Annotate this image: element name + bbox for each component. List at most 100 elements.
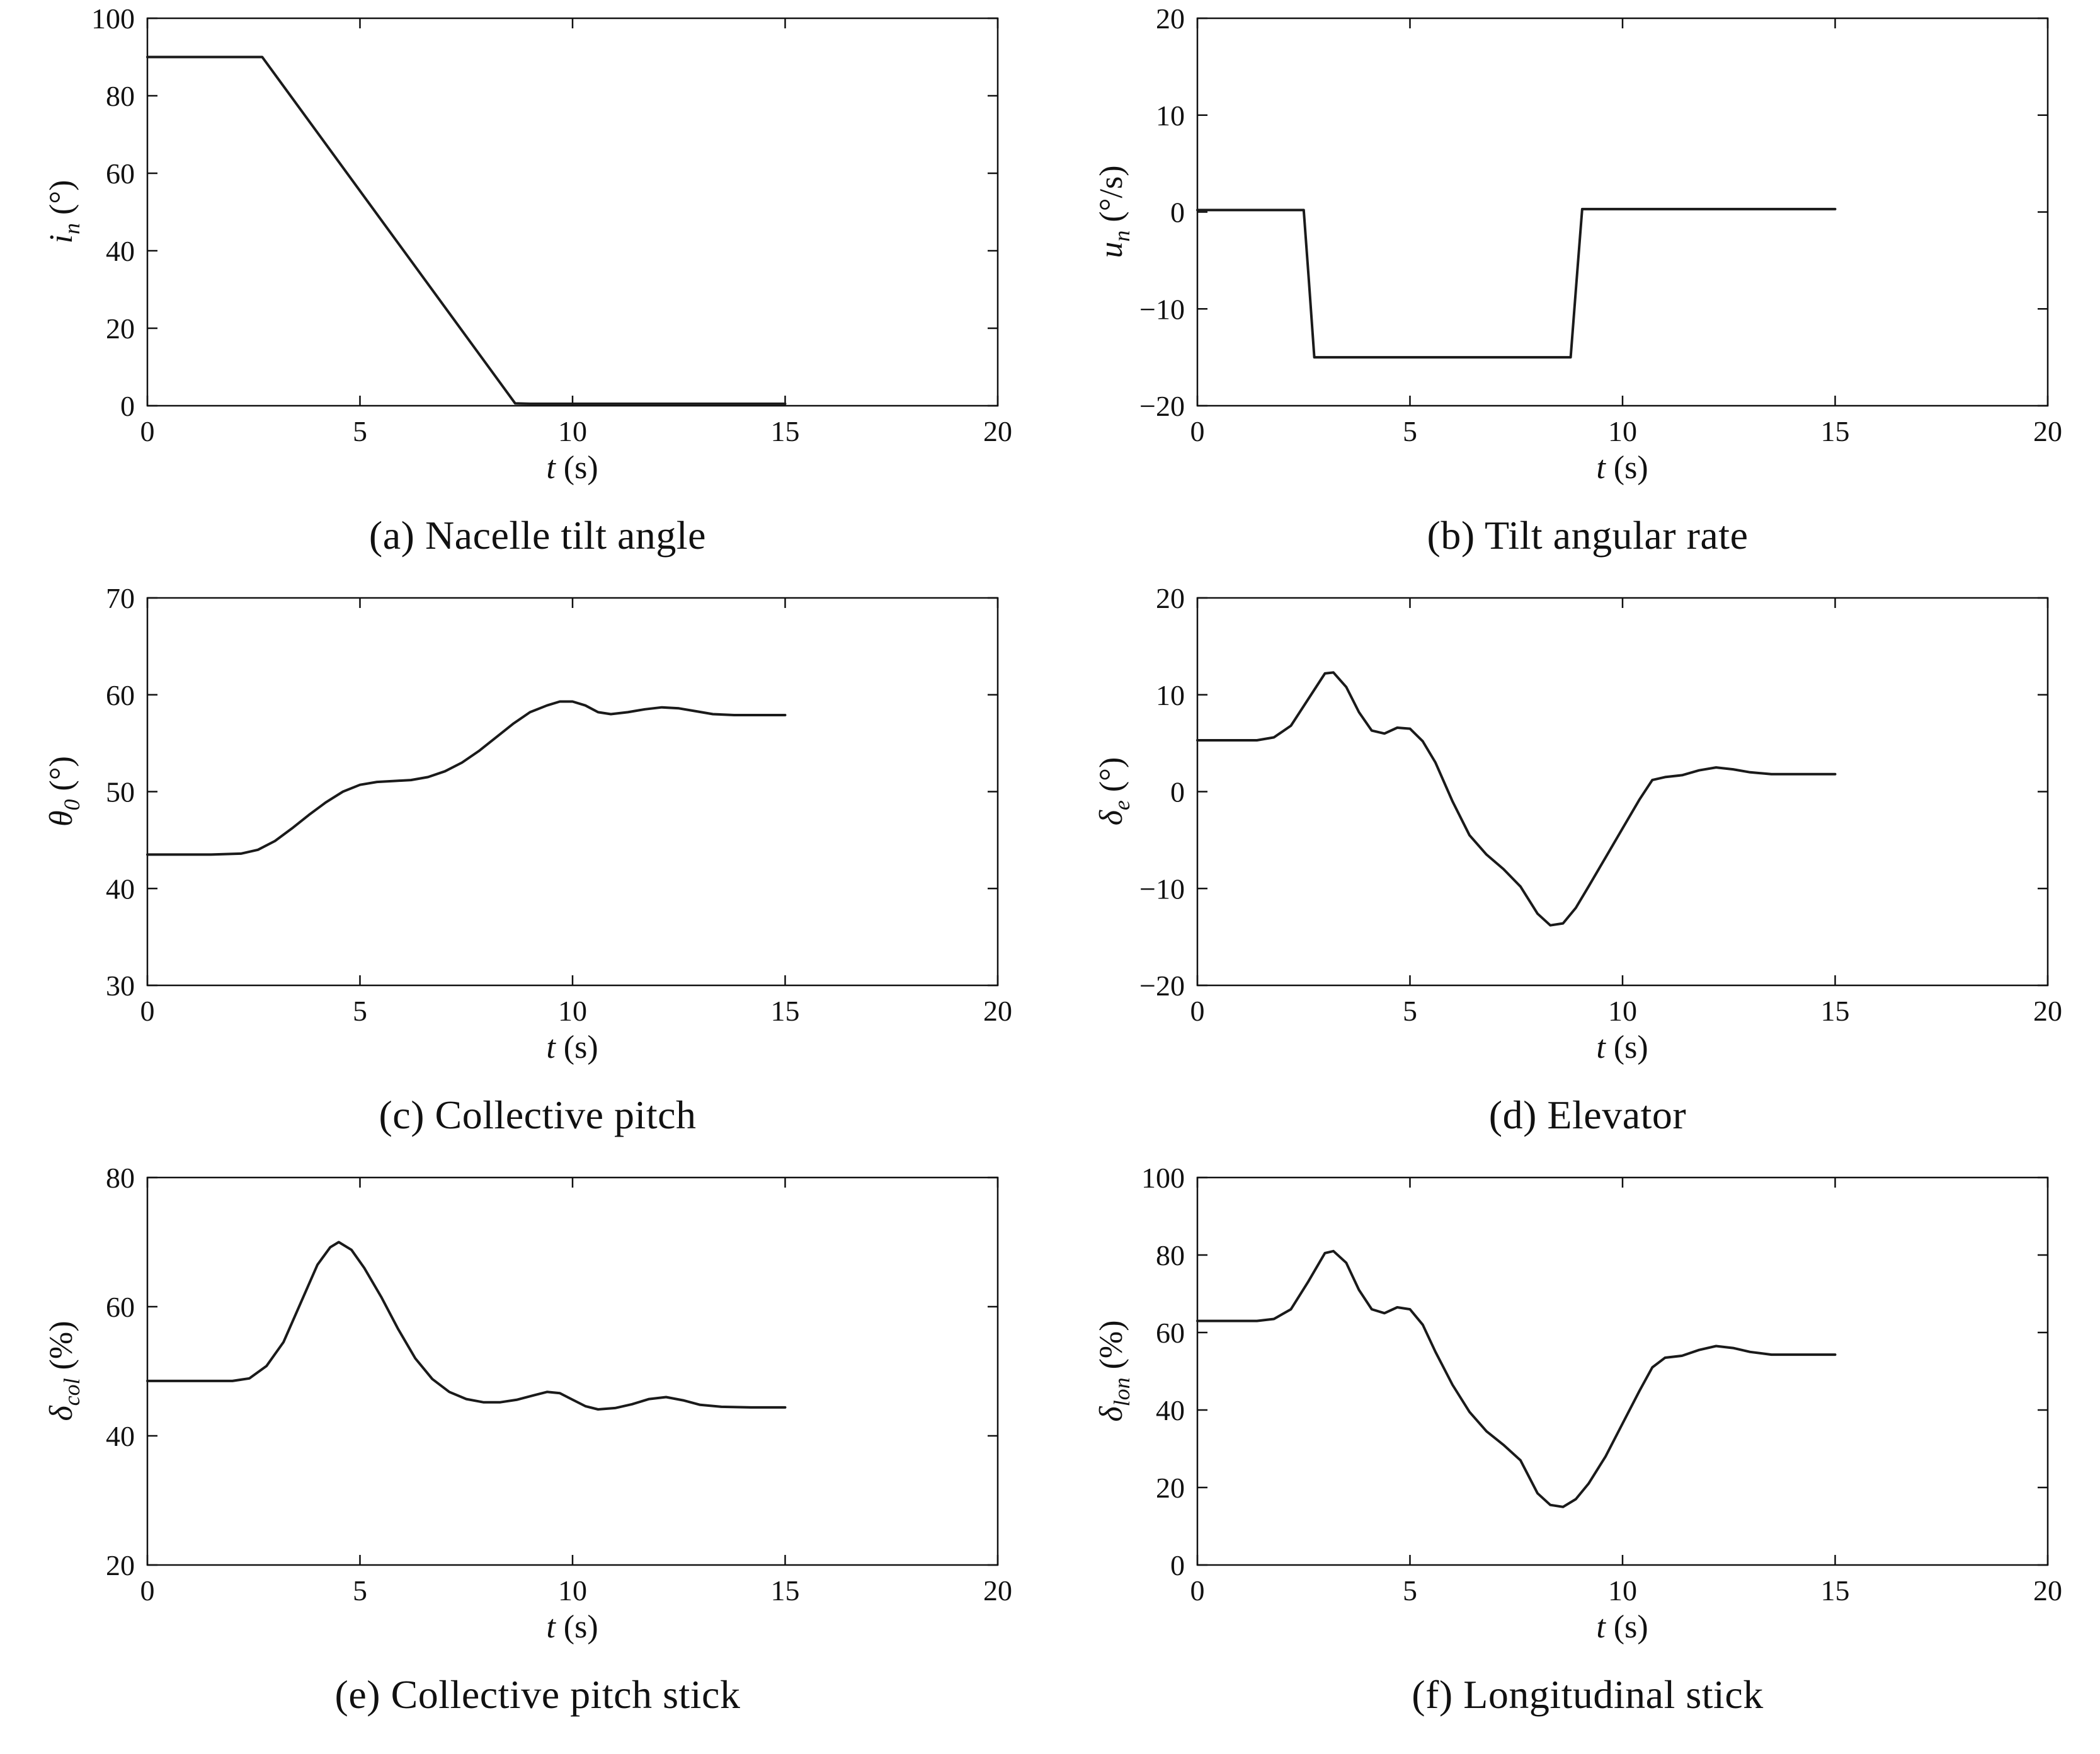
svg-text:70: 70 [106, 588, 135, 614]
svg-text:−20: −20 [1139, 970, 1185, 1002]
y-axis-label: δcol (%) [43, 1321, 84, 1421]
svg-text:15: 15 [1820, 415, 1849, 447]
x-axis-label: t (s) [40, 1609, 1036, 1645]
svg-text:5: 5 [353, 1574, 367, 1607]
plot-area-d: 0 5 10 15 20 −20 −10 0 10 20 δe (°) [1090, 588, 2086, 1029]
svg-text:−10: −10 [1139, 293, 1185, 325]
svg-text:0: 0 [140, 995, 154, 1027]
svg-text:20: 20 [1156, 1472, 1185, 1504]
chart-panel-e: 0 5 10 15 20 20 40 60 80 δcol (%) t (s) (e) Coll… [13, 1168, 1063, 1748]
plot-area-a: 0 5 10 15 20 0 20 40 60 80 100 in (°) [40, 9, 1036, 450]
svg-text:15: 15 [770, 1574, 799, 1607]
y-axis-symbol: δ [43, 1406, 79, 1421]
svg-text:0: 0 [1190, 995, 1204, 1027]
y-axis-symbol: δ [1093, 810, 1129, 826]
chart-caption-e: (e) Collective pitch stick [334, 1672, 741, 1717]
chart-panel-b: 0 5 10 15 20 −20 −10 0 10 20 un (°/s) t (s) (b) T… [1063, 9, 2100, 588]
svg-text:40: 40 [1156, 1394, 1185, 1426]
svg-text:0: 0 [1170, 1549, 1185, 1581]
chart-caption-f: (f) Longitudinal stick [1412, 1672, 1764, 1717]
svg-text:60: 60 [106, 1291, 135, 1323]
y-axis-label: un (°/s) [1093, 165, 1134, 258]
svg-text:5: 5 [353, 415, 367, 447]
plot-area-f: 0 5 10 15 20 0 20 40 60 80 100 δlon (%) [1090, 1168, 2086, 1609]
svg-text:−20: −20 [1139, 390, 1185, 422]
elevator-plot: 0 5 10 15 20 −20 −10 0 10 20 [1139, 588, 2062, 1027]
svg-text:20: 20 [983, 1574, 1012, 1607]
x-axis-symbol: t [1596, 1029, 1606, 1065]
svg-text:40: 40 [106, 873, 135, 905]
plot-area-e: 0 5 10 15 20 20 40 60 80 δcol (%) [40, 1168, 1036, 1609]
y-axis-label: θ0 (°) [43, 756, 84, 827]
x-axis-symbol: t [1596, 1609, 1606, 1645]
svg-text:10: 10 [558, 1574, 587, 1607]
svg-text:5: 5 [1403, 415, 1417, 447]
svg-text:20: 20 [2033, 995, 2062, 1027]
svg-text:0: 0 [140, 415, 154, 447]
y-axis-symbol: θ [43, 810, 79, 827]
x-axis-label: t (s) [1090, 450, 2086, 486]
svg-text:20: 20 [983, 995, 1012, 1027]
svg-text:15: 15 [1820, 995, 1849, 1027]
y-axis-symbol: u [1093, 241, 1129, 258]
svg-text:15: 15 [770, 995, 799, 1027]
svg-text:10: 10 [1608, 415, 1637, 447]
chart-caption-c: (c) Collective pitch [379, 1092, 697, 1138]
y-axis-unit: (%) [1093, 1320, 1129, 1378]
y-axis-subscript: 0 [59, 799, 84, 811]
x-axis-symbol: t [1596, 450, 1606, 486]
svg-text:10: 10 [1156, 679, 1185, 711]
y-axis-unit: (°/s) [1093, 165, 1129, 231]
y-axis-subscript: lon [1109, 1377, 1134, 1407]
chart-panel-f: 0 5 10 15 20 0 20 40 60 80 100 δlon (%) t (s) (f) … [1063, 1168, 2100, 1748]
svg-text:5: 5 [1403, 995, 1417, 1027]
longitudinal-stick-plot: 0 5 10 15 20 0 20 40 60 80 100 [1141, 1168, 2062, 1607]
svg-text:0: 0 [1170, 197, 1185, 229]
x-axis-symbol: t [546, 1609, 556, 1645]
svg-text:80: 80 [106, 80, 135, 112]
svg-text:5: 5 [1403, 1574, 1417, 1607]
y-axis-label: δe (°) [1093, 757, 1134, 826]
y-axis-subscript: e [1109, 800, 1134, 811]
svg-text:20: 20 [1156, 588, 1185, 614]
svg-text:10: 10 [558, 995, 587, 1027]
chart-panel-d: 0 5 10 15 20 −20 −10 0 10 20 δe (°) t (s) (d) Ele… [1063, 588, 2100, 1168]
y-axis-symbol: i [43, 234, 79, 244]
svg-text:80: 80 [106, 1168, 135, 1194]
svg-text:0: 0 [120, 390, 135, 422]
svg-text:10: 10 [1608, 995, 1637, 1027]
tilt-angular-rate-plot: 0 5 10 15 20 −20 −10 0 10 20 [1139, 9, 2062, 447]
svg-text:10: 10 [1608, 1574, 1637, 1607]
svg-text:20: 20 [2033, 1574, 2062, 1607]
chart-panel-a: 0 5 10 15 20 0 20 40 60 80 100 in (°) t (s) (a) Na… [13, 9, 1063, 588]
y-axis-subscript: n [59, 222, 84, 234]
x-axis-label: t (s) [40, 1029, 1036, 1065]
svg-text:60: 60 [106, 679, 135, 711]
svg-text:100: 100 [1141, 1168, 1185, 1194]
svg-text:80: 80 [1156, 1239, 1185, 1271]
svg-text:20: 20 [983, 415, 1012, 447]
y-axis-unit: (°) [43, 756, 79, 800]
svg-text:15: 15 [770, 415, 799, 447]
y-axis-subscript: col [59, 1378, 84, 1406]
svg-text:20: 20 [1156, 9, 1185, 35]
collective-pitch-stick-plot: 0 5 10 15 20 20 40 60 80 [106, 1168, 1012, 1607]
y-axis-unit: (°) [43, 180, 79, 223]
svg-text:20: 20 [2033, 415, 2062, 447]
svg-text:0: 0 [1170, 776, 1185, 808]
svg-text:0: 0 [140, 1574, 154, 1607]
svg-text:60: 60 [1156, 1317, 1185, 1349]
y-axis-subscript: n [1109, 230, 1134, 242]
svg-text:−10: −10 [1139, 873, 1185, 905]
x-axis-unit: (s) [555, 1609, 598, 1645]
svg-text:15: 15 [1820, 1574, 1849, 1607]
y-axis-symbol: δ [1093, 1406, 1129, 1422]
svg-text:5: 5 [353, 995, 367, 1027]
svg-text:0: 0 [1190, 415, 1204, 447]
chart-panel-c: 0 5 10 15 20 30 40 50 60 70 θ0 (°) t (s) (c) Coll… [13, 588, 1063, 1168]
x-axis-unit: (s) [1605, 1029, 1648, 1065]
plot-area-b: 0 5 10 15 20 −20 −10 0 10 20 un (°/s) [1090, 9, 2086, 450]
y-axis-label: in (°) [43, 180, 84, 244]
chart-caption-d: (d) Elevator [1488, 1092, 1687, 1138]
